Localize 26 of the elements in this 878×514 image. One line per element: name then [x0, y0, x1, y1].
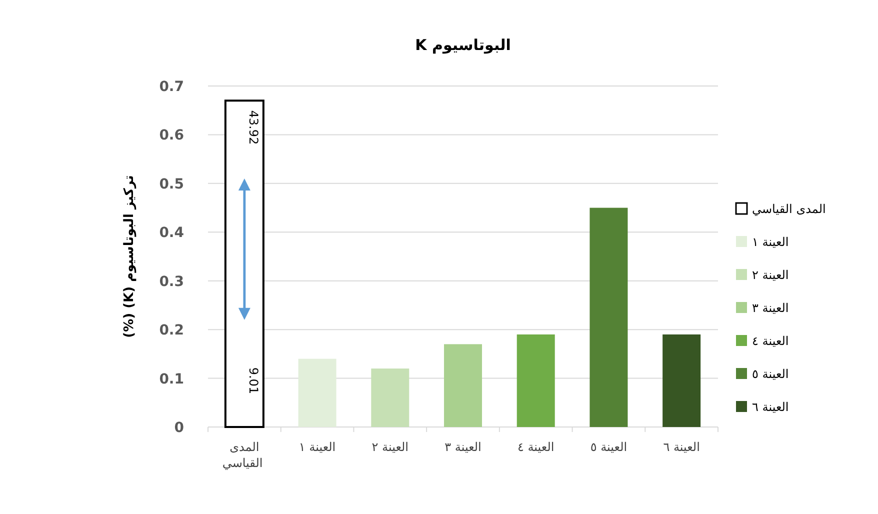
x-tick-label: العينة ١: [298, 440, 336, 454]
legend-label: العينة ٢: [752, 268, 789, 282]
chart-title: البوتاسيوم K: [415, 36, 511, 54]
y-tick-label: 0.1: [159, 371, 184, 388]
y-tick-label: 0.3: [159, 274, 184, 290]
y-tick-label: 0.4: [159, 225, 184, 242]
legend-label: العينة ١: [752, 235, 789, 249]
y-tick-label: 0: [174, 420, 184, 436]
legend-label: العينة ٦: [752, 400, 789, 414]
y-tick-label: 0.2: [159, 322, 184, 339]
x-tick-label: العينة ٣: [444, 440, 482, 454]
annotation: 43.92: [246, 110, 260, 145]
legend-label: العينة ٤: [752, 334, 789, 348]
annotation: 9.01: [246, 367, 260, 394]
y-tick-label: 0.7: [159, 79, 184, 95]
y-tick-label: 0.5: [159, 176, 184, 192]
legend-label: العينة ٥: [752, 367, 789, 381]
x-tick-label: العينة ٥: [590, 440, 628, 454]
x-tick-label: العينة ٢: [372, 440, 409, 454]
y-tick-label: 0.6: [159, 128, 184, 144]
x-tick-label: العينة ٤: [517, 440, 554, 454]
legend-label: العينة ٣: [752, 301, 789, 315]
legend-label: المدى القياسي: [752, 202, 826, 216]
y-axis-title: تركيز البوتاسيوم (K) (%): [122, 175, 137, 338]
x-tick-label: العينة ٦: [663, 440, 700, 454]
x-tick-label: المدى القياسي: [222, 440, 267, 470]
